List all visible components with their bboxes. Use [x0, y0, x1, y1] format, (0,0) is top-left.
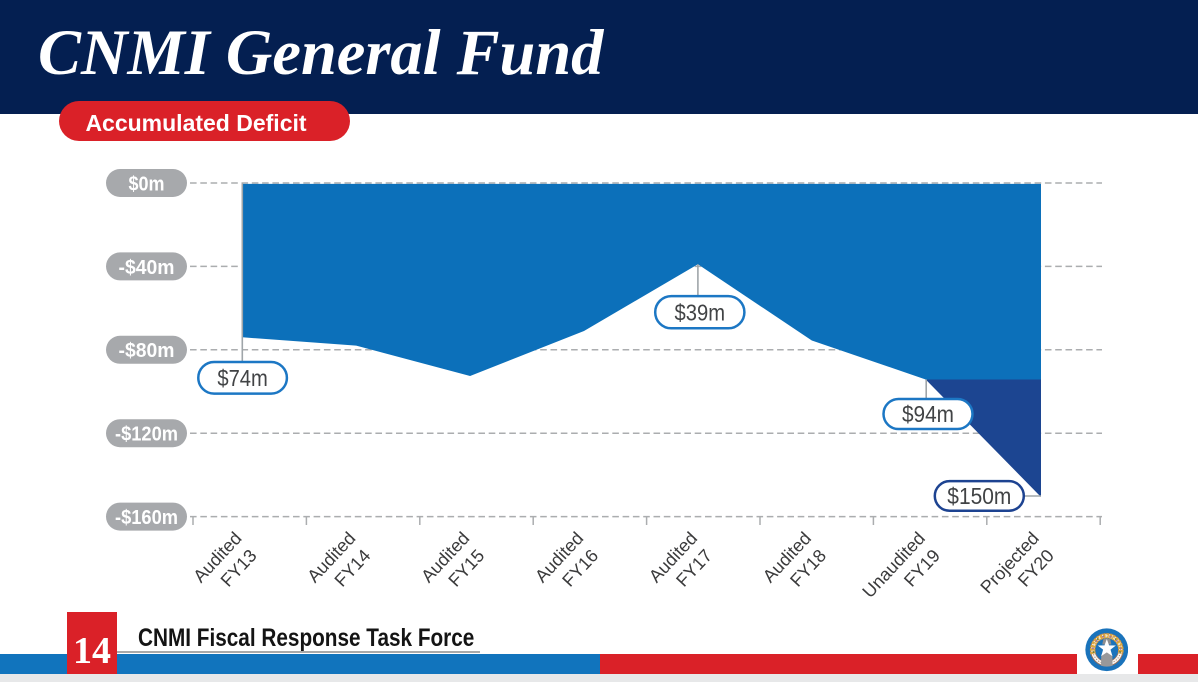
svg-text:-$40m: -$40m — [119, 256, 175, 279]
svg-text:$150m: $150m — [947, 483, 1011, 509]
svg-text:-$80m: -$80m — [119, 339, 175, 362]
svg-text:$94m: $94m — [902, 401, 954, 427]
svg-text:$39m: $39m — [675, 299, 726, 325]
svg-text:$0m: $0m — [129, 172, 165, 195]
svg-text:$74m: $74m — [217, 365, 268, 391]
svg-text:-$120m: -$120m — [115, 423, 178, 446]
svg-text:-$160m: -$160m — [115, 506, 178, 529]
